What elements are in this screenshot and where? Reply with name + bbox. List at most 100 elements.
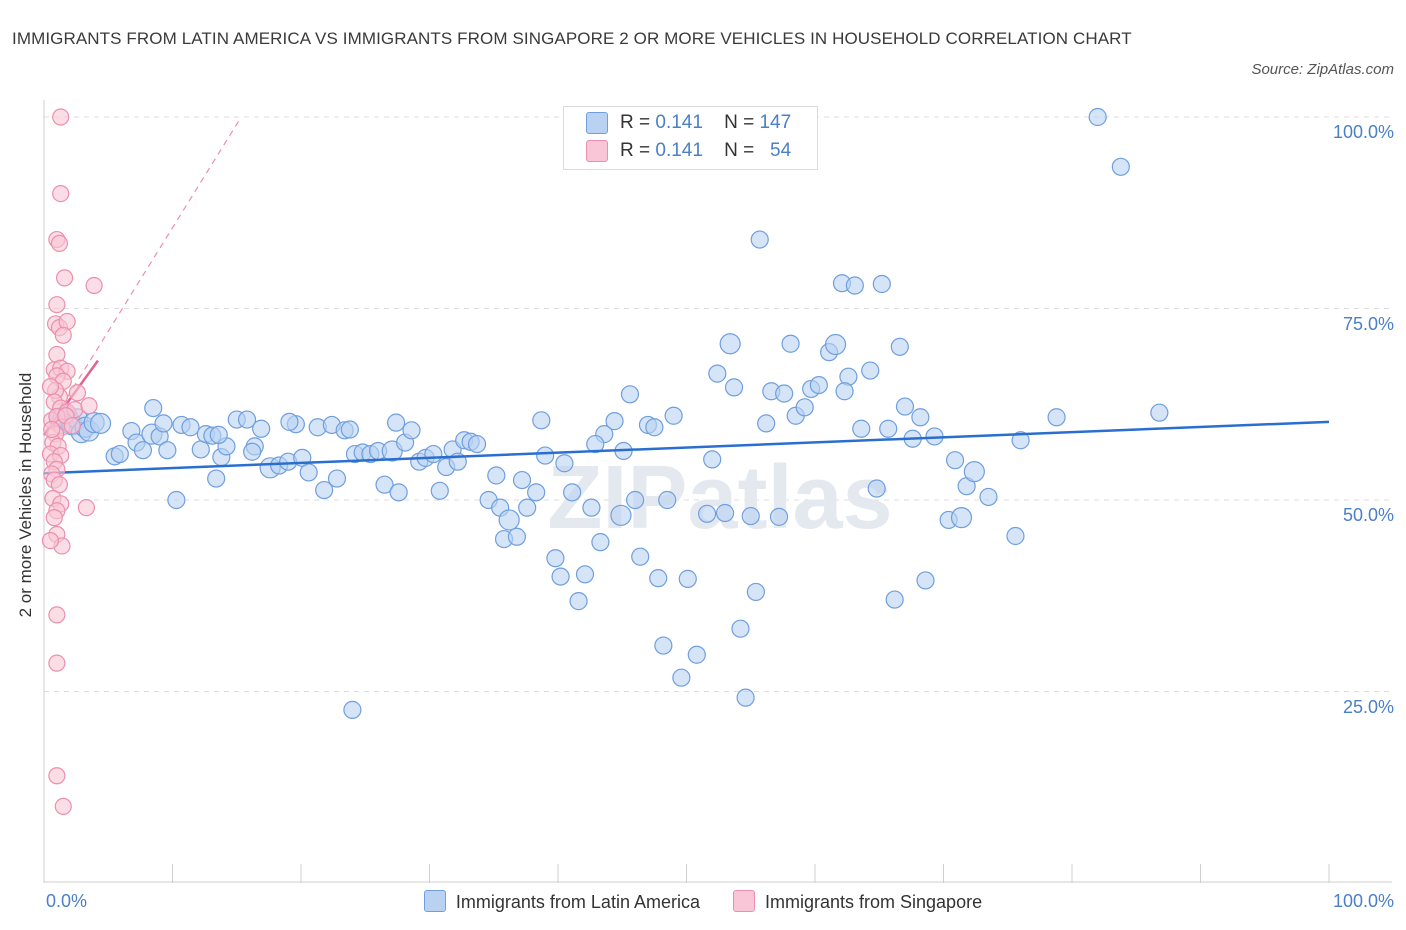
legend-item-singapore[interactable]: Immigrants from Singapore [733,890,982,913]
gridlines [44,116,1392,692]
point-latin-america [911,408,930,427]
point-singapore [41,531,60,550]
point-latin-america [631,547,650,566]
trend-line-singapore-extended [43,119,240,436]
y-tick-label: 50.0% [1342,505,1394,525]
point-latin-america [757,414,776,433]
point-latin-america [237,410,257,429]
trend-line-latin-america [43,420,1330,475]
blue-swatch [423,890,446,912]
point-latin-america [916,571,935,590]
point-singapore [48,767,66,785]
point-latin-america [719,333,741,355]
n-label: N = [724,112,755,134]
point-latin-america [979,487,998,507]
point-singapore [50,476,69,494]
point-latin-america [575,565,595,584]
point-latin-america [582,498,601,517]
point-latin-america [649,569,668,588]
x-tick-marks [43,864,1330,883]
point-latin-america [867,479,886,498]
point-latin-america [950,507,973,529]
point-latin-america [209,425,228,444]
point-latin-america [315,480,334,500]
legend-item-latin-america[interactable]: Immigrants from Latin America [423,890,700,913]
point-latin-america [154,414,173,433]
point-latin-america [546,549,565,568]
point-latin-america [861,361,880,380]
point-singapore [54,797,72,816]
point-latin-america [1111,157,1130,176]
point-latin-america [507,527,526,546]
point-singapore [77,499,96,517]
point-latin-america [402,421,421,440]
point-latin-america [678,569,697,588]
series-singapore [41,108,103,816]
n-label: N = [724,140,755,162]
point-latin-america [110,444,129,464]
point-latin-america [181,418,200,437]
r-value: 0.141 [655,112,703,134]
point-latin-america [343,700,362,719]
point-singapore [41,378,60,396]
point-singapore [43,420,61,439]
point-singapore [55,269,74,287]
point-latin-america [498,509,520,531]
pink-swatch [733,890,755,912]
point-latin-america [664,406,683,425]
point-latin-america [824,333,847,356]
point-latin-america [386,413,406,432]
point-latin-america [625,490,645,510]
point-latin-america [708,364,727,383]
point-latin-america [280,412,299,431]
point-latin-america [750,230,769,249]
point-latin-america [697,504,717,523]
point-latin-america [532,411,551,430]
point-latin-america [610,504,632,526]
n-value: 147 [759,112,792,134]
point-latin-america [746,582,765,602]
point-latin-america [775,384,794,403]
point-latin-america [467,434,487,454]
point-latin-america [551,567,570,586]
point-latin-america [167,490,186,510]
point-latin-america [327,469,347,488]
point-latin-america [703,450,722,469]
y-axis-label: 2 or more Vehicles in Household [16,372,35,618]
y-tick-label: 75.0% [1342,314,1394,334]
point-latin-america [299,463,318,482]
point-latin-america [620,385,640,404]
y-tick-label: 25.0% [1342,697,1394,717]
point-latin-america [1047,408,1066,427]
point-latin-america [252,419,271,438]
point-latin-america [1088,107,1107,127]
point-singapore [45,509,63,527]
point-singapore [48,654,66,672]
point-latin-america [424,444,443,464]
point-latin-america [795,398,814,417]
stats-legend-row-latin-america: R = 0.141 N = 147 [586,112,791,138]
blue-swatch [586,112,608,134]
x-tick-label: 0.0% [46,891,88,911]
point-latin-america [672,668,691,687]
stats-legend: R = 0.141 N = 147 R = 0.141 N = 54 [563,106,818,170]
point-latin-america [736,688,755,707]
source-label: Source: ZipAtlas.com [1251,61,1394,78]
watermark: ZIPatlas [547,448,892,548]
point-latin-america [605,412,624,431]
pink-swatch [586,140,608,162]
point-latin-america [512,470,532,490]
point-latin-america [809,376,828,395]
point-singapore [52,108,70,126]
point-latin-america [555,454,574,473]
point-latin-america [430,481,449,500]
point-latin-america [654,636,673,655]
point-latin-america [563,483,582,502]
point-latin-america [389,483,408,502]
point-latin-america [769,507,789,526]
point-latin-america [872,274,891,294]
point-latin-america [963,461,985,483]
point-latin-america [715,503,735,523]
point-latin-america [852,419,871,438]
